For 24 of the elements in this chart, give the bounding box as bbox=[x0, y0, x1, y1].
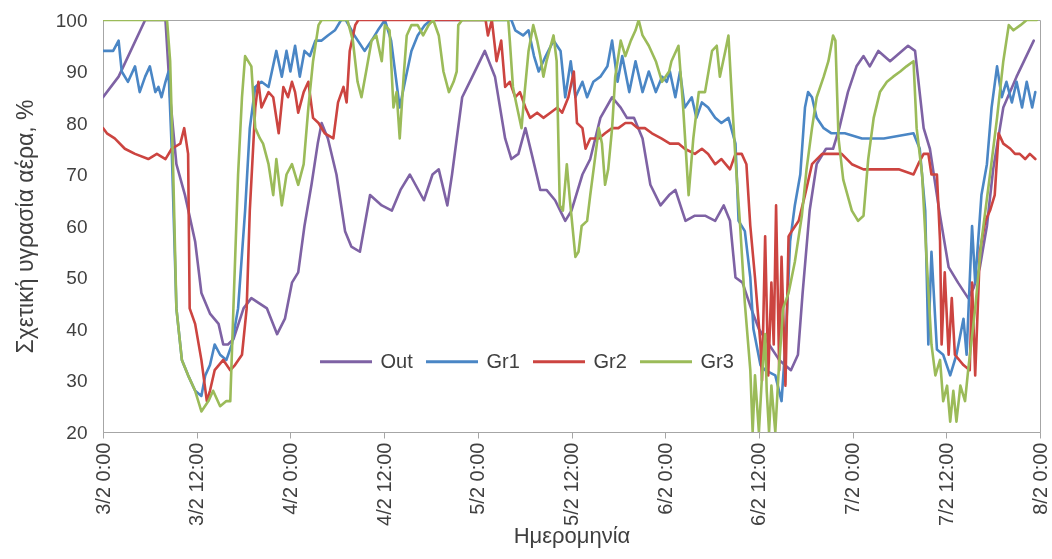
x-tick-label: 4/2 0:00 bbox=[278, 442, 301, 515]
x-tick-label: 6/2 0:00 bbox=[653, 442, 676, 515]
y-tick-label: 60 bbox=[66, 215, 88, 237]
x-tick-label: 4/2 12:00 bbox=[372, 442, 395, 526]
y-tick-label: 100 bbox=[55, 9, 88, 31]
y-tick-label: 80 bbox=[66, 112, 88, 134]
y-tick-label: 20 bbox=[66, 421, 88, 443]
x-tick-label: 3/2 12:00 bbox=[185, 442, 208, 526]
x-tick-label: 3/2 0:00 bbox=[91, 442, 114, 515]
y-tick-label: 90 bbox=[66, 61, 88, 82]
x-tick-label: 6/2 12:00 bbox=[747, 442, 770, 526]
y-tick-label: 70 bbox=[66, 164, 88, 185]
y-tick-label: 30 bbox=[66, 370, 88, 391]
y-tick-label: 50 bbox=[66, 267, 88, 288]
legend-label: Gr1 bbox=[486, 349, 520, 372]
x-tick-label: 7/2 12:00 bbox=[934, 442, 957, 526]
legend-label: Out bbox=[380, 349, 414, 372]
y-tick-label: 40 bbox=[66, 318, 88, 340]
x-tick-label: 8/2 0:00 bbox=[1028, 442, 1051, 515]
legend-label: Gr2 bbox=[593, 349, 627, 372]
y-axis-title: Σχετική υγρασία αέρα, % bbox=[11, 99, 38, 354]
x-tick-label: 7/2 0:00 bbox=[841, 442, 864, 515]
legend-label: Gr3 bbox=[700, 349, 734, 372]
x-tick-label: 5/2 0:00 bbox=[466, 442, 489, 515]
